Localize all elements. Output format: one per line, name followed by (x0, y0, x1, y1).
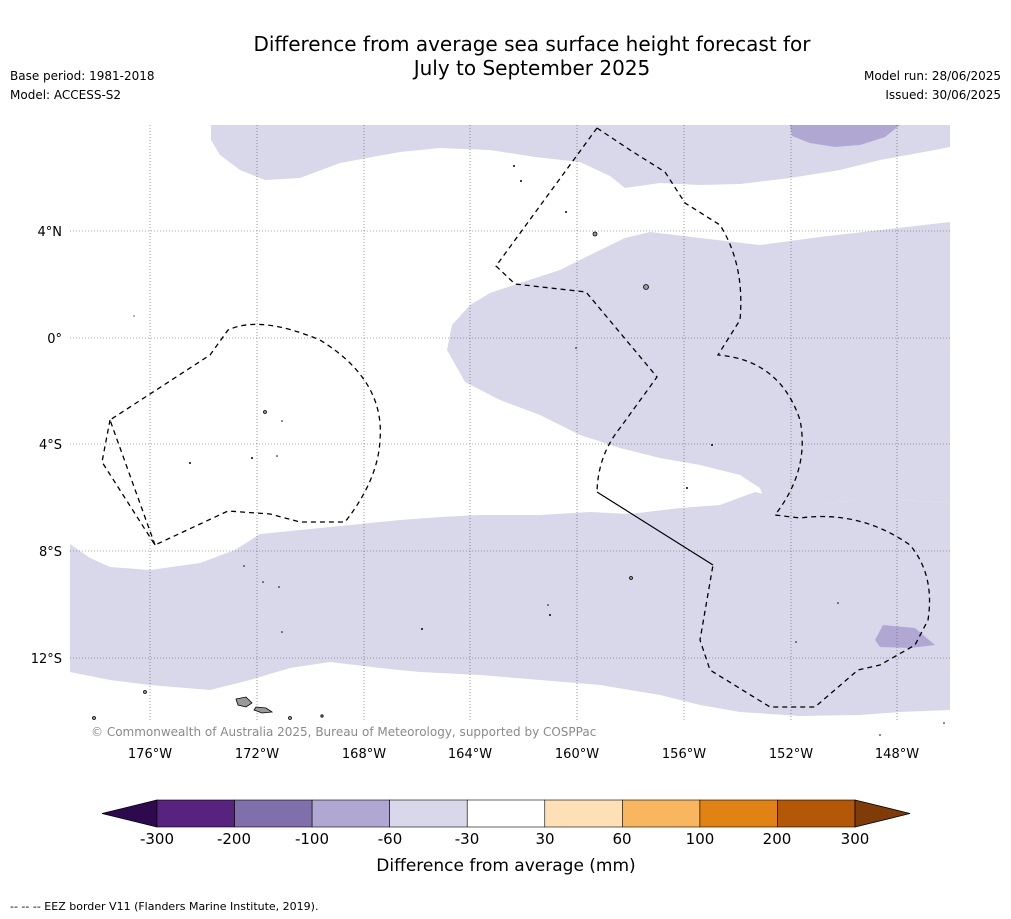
eez-borders (101, 127, 931, 708)
map-panel: 4°N 0° 4°S 8°S 12°S 176°W 172°W 168°W 16… (31, 125, 950, 762)
anomaly-region-north (211, 125, 950, 188)
title-line-1: Difference from average sea surface heig… (253, 32, 811, 56)
islet (565, 211, 567, 213)
colorbar-tick-label: -30 (455, 830, 480, 848)
colorbar-segment (622, 799, 701, 828)
islet (575, 347, 577, 349)
island (263, 410, 267, 414)
colorbar (101, 799, 911, 828)
colorbar-tick-label: 300 (841, 830, 870, 848)
colorbar-tick-label: -60 (378, 830, 403, 848)
colorbar-ticks: -300 -200 -100 -60 -30 30 60 100 200 300 (140, 830, 869, 848)
small-islands (133, 165, 945, 736)
map-title: Difference from average sea surface heig… (0, 32, 1011, 80)
islet (795, 641, 797, 643)
islet (421, 628, 423, 630)
lon-label: 172°W (235, 747, 279, 762)
anomaly-region-se-medium (875, 625, 935, 648)
anomaly-region-equatorial (447, 222, 950, 515)
colorbar-tick-label: 200 (763, 830, 792, 848)
islands (92, 231, 649, 720)
colorbar-tick-label: 100 (686, 830, 715, 848)
colorbar-extend-low (101, 799, 158, 828)
base-period: Base period: 1981-2018 (10, 69, 155, 83)
anomaly-region-ne-medium (790, 125, 900, 147)
colorbar-segment (389, 799, 468, 828)
colorbar-segment (156, 799, 235, 828)
islet (281, 631, 283, 633)
meta-right: Model run: 28/06/2025 Issued: 30/06/2025 (864, 67, 1001, 105)
model-run: Model run: 28/06/2025 (863, 69, 1001, 83)
lat-label: 4°N (38, 225, 63, 240)
islet (133, 315, 135, 317)
lon-label: 164°W (448, 747, 492, 762)
islet (243, 565, 245, 567)
islet (276, 455, 278, 457)
colorbar-segment (699, 799, 778, 828)
colorbar-tick-label: -200 (217, 830, 251, 848)
colorbar-segment (311, 799, 390, 828)
lon-labels: 176°W 172°W 168°W 164°W 160°W 156°W 152°… (128, 747, 919, 762)
island (592, 231, 598, 237)
island (92, 716, 96, 720)
islet (879, 734, 881, 736)
island-kiritimati (643, 284, 649, 290)
eez-border-solid (596, 491, 714, 566)
lon-label: 176°W (128, 747, 172, 762)
islet (281, 420, 283, 422)
lat-label: 4°S (39, 438, 62, 453)
island-samoa-savaii (235, 696, 253, 708)
lon-label: 160°W (555, 747, 599, 762)
title-line-2: July to September 2025 (413, 56, 651, 80)
lon-label: 156°W (662, 747, 706, 762)
lon-label: 152°W (769, 747, 813, 762)
colorbar-tick-label: -100 (295, 830, 329, 848)
lat-label: 0° (47, 332, 62, 347)
colorbar-segment (777, 799, 856, 828)
islet (251, 457, 253, 459)
island (143, 690, 147, 694)
colorbar-tick-label: 30 (535, 830, 554, 848)
gridlines (70, 125, 950, 720)
islet (520, 180, 522, 182)
islet (262, 581, 264, 583)
lon-label: 168°W (342, 747, 386, 762)
island (629, 576, 633, 580)
anomaly-region-south (70, 492, 950, 716)
islet (547, 604, 549, 606)
islet (711, 444, 713, 446)
model-name: Model: ACCESS-S2 (10, 88, 122, 102)
lat-labels: 4°N 0° 4°S 8°S 12°S (31, 225, 62, 667)
lon-label: 148°W (875, 747, 919, 762)
islet (549, 614, 551, 616)
issued-date: Issued: 30/06/2025 (885, 88, 1001, 102)
colorbar-tick-label: 60 (612, 830, 631, 848)
lat-label: 8°S (39, 545, 62, 560)
islet (513, 165, 515, 167)
island (288, 716, 292, 720)
islet (837, 602, 839, 604)
colorbar-segment (234, 799, 313, 828)
meta-left: Base period: 1981-2018 Model: ACCESS-S2 (10, 67, 155, 105)
islet (278, 586, 280, 588)
copyright-text: © Commonwealth of Australia 2025, Bureau… (91, 725, 596, 739)
lat-label: 12°S (31, 652, 62, 667)
colorbar-label: Difference from average (mm) (376, 856, 635, 876)
island-samoa-upolu (253, 706, 274, 714)
islet (943, 722, 945, 724)
eez-footnote: -- -- -- EEZ border V11 (Flanders Marine… (10, 900, 319, 913)
colorbar-tick-label: -300 (140, 830, 174, 848)
island (320, 714, 324, 718)
colorbar-extend-high (854, 799, 911, 828)
colorbar-segment (466, 799, 546, 828)
colorbar-segment (544, 799, 623, 828)
islet (686, 487, 688, 489)
islet (189, 462, 191, 464)
eez-border-central (495, 127, 931, 708)
